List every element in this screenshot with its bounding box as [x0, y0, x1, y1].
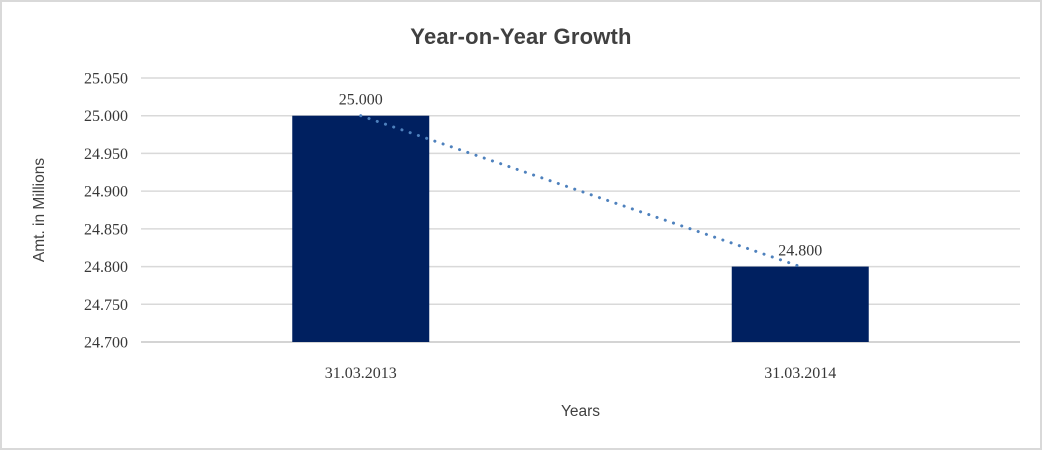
y-tick-label: 24.900: [84, 184, 128, 201]
bar-31.03.2013: [292, 115, 430, 342]
x-tick-label: 31.03.2014: [764, 365, 836, 382]
y-tick-label: 24.700: [84, 335, 128, 352]
y-tick-label: 24.850: [84, 221, 128, 238]
y-tick-label: 24.750: [84, 297, 128, 314]
x-axis-title: Years: [560, 403, 601, 420]
x-tick-label: 31.03.2013: [325, 365, 397, 382]
y-tick-label: 24.800: [84, 259, 128, 276]
trend-line: [359, 114, 802, 269]
chart-title: Year-on-Year Growth: [410, 24, 632, 49]
bar-value-label: 24.800: [778, 243, 822, 260]
y-tick-label: 24.950: [84, 146, 128, 163]
bar-value-label: 25.000: [339, 92, 383, 109]
bar-31.03.2014: [731, 266, 869, 342]
y-tick-label: 25.050: [84, 71, 128, 88]
y-tick-label: 25.000: [84, 108, 128, 125]
